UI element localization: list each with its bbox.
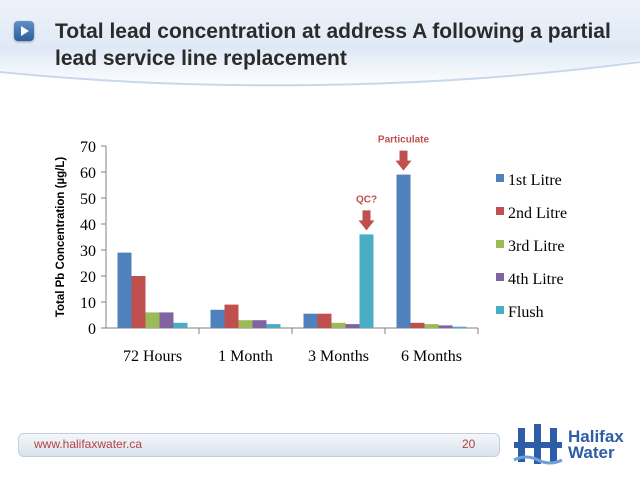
legend-swatch: [496, 306, 504, 314]
legend-swatch: [496, 207, 504, 215]
slide-title: Total lead concentration at address A fo…: [55, 20, 611, 70]
legend-layer: 1st Litre 2nd Litre 3rd Litre 4th Litre Flus…: [496, 172, 567, 321]
legend-label: 1st Litre: [508, 172, 562, 189]
bar: [145, 312, 160, 328]
legend-swatch: [496, 240, 504, 248]
x-tick-label: 72 Hours: [123, 348, 182, 365]
y-tick-label: 40: [80, 217, 96, 234]
legend-label: 3rd Litre: [508, 238, 564, 255]
annotation-arrow-icon: [395, 150, 412, 171]
bar: [410, 322, 425, 328]
bar: [452, 326, 467, 328]
logo-text: Halifax Water: [568, 427, 624, 462]
bar: [303, 313, 318, 328]
logo-line-2: Water: [568, 443, 615, 462]
play-bullet-icon: [14, 21, 34, 41]
bar: [224, 304, 239, 328]
annotation-label: QC?: [356, 194, 377, 205]
y-tick-label: 20: [80, 269, 96, 286]
legend-swatch: [496, 273, 504, 281]
legend-label: 2nd Litre: [508, 205, 567, 222]
footer-url[interactable]: www.halifaxwater.ca: [34, 437, 143, 451]
y-tick-label: 30: [80, 243, 96, 260]
legend-swatch: [496, 174, 504, 182]
halifax-water-logo-icon: [513, 424, 563, 465]
axes-layer: 0 10 20 30 40 50 60 70 Total Pb Concentration (µ…: [55, 139, 479, 365]
annotation-arrow-icon: [358, 210, 375, 231]
annotation-layer: QC? Particulate: [356, 135, 430, 231]
x-tick-label: 3 Months: [308, 348, 369, 365]
logo-line-1: Halifax: [568, 427, 624, 446]
bar: [131, 276, 146, 328]
bar: [424, 324, 439, 328]
bar: [359, 234, 374, 328]
bar: [173, 322, 188, 328]
legend-label: Flush: [508, 304, 544, 321]
bar: [159, 312, 174, 328]
y-tick-label: 0: [88, 321, 96, 338]
x-tick-label: 1 Month: [218, 348, 273, 365]
bar: [238, 320, 253, 328]
y-tick-label: 50: [80, 191, 96, 208]
y-tick-label: 10: [80, 295, 96, 312]
bar: [317, 313, 332, 328]
y-tick-label: 70: [80, 139, 96, 156]
page-number: 20: [462, 437, 476, 451]
footer-bar: [18, 433, 500, 457]
annotation-label: Particulate: [378, 135, 430, 146]
bar: [345, 324, 360, 328]
y-axis-label: Total Pb Concentration (µg/L): [55, 157, 67, 318]
lead-concentration-chart: 0 10 20 30 40 50 60 70 Total Pb Concentration (µ…: [55, 135, 567, 365]
bar: [331, 322, 346, 328]
bar: [396, 174, 411, 328]
bar: [117, 252, 132, 328]
y-tick-label: 60: [80, 165, 96, 182]
bar: [438, 325, 453, 328]
bar: [210, 309, 225, 328]
bar: [252, 320, 267, 328]
legend-label: 4th Litre: [508, 271, 564, 288]
x-tick-label: 6 Months: [401, 348, 462, 365]
bars-layer: [117, 174, 467, 328]
header-swoosh: [0, 60, 640, 100]
bar: [266, 324, 281, 328]
